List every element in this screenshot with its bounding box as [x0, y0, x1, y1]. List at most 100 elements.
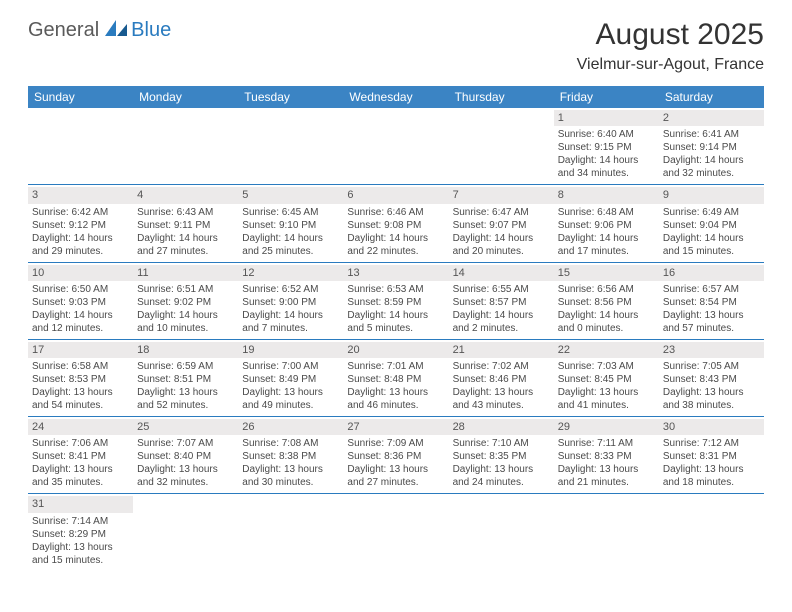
daylight-text: Daylight: 14 hours and 25 minutes. [242, 232, 339, 258]
sunrise-text: Sunrise: 7:00 AM [242, 360, 339, 373]
sunrise-text: Sunrise: 6:48 AM [558, 206, 655, 219]
calendar-cell: 29Sunrise: 7:11 AMSunset: 8:33 PMDayligh… [554, 417, 659, 494]
day-number: 12 [238, 265, 343, 281]
sunset-text: Sunset: 9:04 PM [663, 219, 760, 232]
sunrise-text: Sunrise: 6:55 AM [453, 283, 550, 296]
sunrise-text: Sunrise: 7:09 AM [347, 437, 444, 450]
sunrise-text: Sunrise: 6:56 AM [558, 283, 655, 296]
calendar-cell: 22Sunrise: 7:03 AMSunset: 8:45 PMDayligh… [554, 339, 659, 416]
day-header: Saturday [659, 86, 764, 108]
daylight-text: Daylight: 13 hours and 46 minutes. [347, 386, 444, 412]
sunrise-text: Sunrise: 6:45 AM [242, 206, 339, 219]
sunset-text: Sunset: 8:33 PM [558, 450, 655, 463]
logo: General Blue [28, 18, 171, 43]
day-number: 10 [28, 265, 133, 281]
page-title: August 2025 [577, 18, 764, 52]
day-number: 25 [133, 419, 238, 435]
sunrise-text: Sunrise: 6:47 AM [453, 206, 550, 219]
sunrise-text: Sunrise: 6:51 AM [137, 283, 234, 296]
calendar-cell [238, 108, 343, 185]
daylight-text: Daylight: 13 hours and 43 minutes. [453, 386, 550, 412]
calendar-cell [28, 108, 133, 185]
daylight-text: Daylight: 13 hours and 32 minutes. [137, 463, 234, 489]
sunrise-text: Sunrise: 6:53 AM [347, 283, 444, 296]
daylight-text: Daylight: 13 hours and 49 minutes. [242, 386, 339, 412]
day-number: 29 [554, 419, 659, 435]
day-number: 13 [343, 265, 448, 281]
sunrise-text: Sunrise: 6:49 AM [663, 206, 760, 219]
sunrise-text: Sunrise: 7:07 AM [137, 437, 234, 450]
sunset-text: Sunset: 9:08 PM [347, 219, 444, 232]
sunrise-text: Sunrise: 7:03 AM [558, 360, 655, 373]
day-header: Sunday [28, 86, 133, 108]
calendar-cell: 11Sunrise: 6:51 AMSunset: 9:02 PMDayligh… [133, 262, 238, 339]
daylight-text: Daylight: 13 hours and 30 minutes. [242, 463, 339, 489]
calendar-row: 24Sunrise: 7:06 AMSunset: 8:41 PMDayligh… [28, 417, 764, 494]
sunset-text: Sunset: 9:03 PM [32, 296, 129, 309]
calendar-cell: 7Sunrise: 6:47 AMSunset: 9:07 PMDaylight… [449, 185, 554, 262]
sunrise-text: Sunrise: 7:08 AM [242, 437, 339, 450]
calendar-row: 1Sunrise: 6:40 AMSunset: 9:15 PMDaylight… [28, 108, 764, 185]
daylight-text: Daylight: 14 hours and 7 minutes. [242, 309, 339, 335]
calendar-cell [133, 108, 238, 185]
calendar-cell: 24 Sunrise: 7:06 AMSunset: 8:41 PMDayligh… [28, 417, 133, 494]
calendar-cell [343, 494, 448, 571]
sunrise-text: Sunrise: 6:43 AM [137, 206, 234, 219]
day-number: 15 [554, 265, 659, 281]
calendar-table: Sunday Monday Tuesday Wednesday Thursday… [28, 86, 764, 571]
calendar-cell: 25Sunrise: 7:07 AMSunset: 8:40 PMDayligh… [133, 417, 238, 494]
daylight-text: Daylight: 14 hours and 0 minutes. [558, 309, 655, 335]
day-header: Wednesday [343, 86, 448, 108]
calendar-cell: 31Sunrise: 7:14 AMSunset: 8:29 PMDayligh… [28, 494, 133, 571]
day-number: 28 [449, 419, 554, 435]
calendar-row: 31Sunrise: 7:14 AMSunset: 8:29 PMDayligh… [28, 494, 764, 571]
day-number: 4 [133, 187, 238, 203]
sunset-text: Sunset: 8:51 PM [137, 373, 234, 386]
daylight-text: Daylight: 13 hours and 24 minutes. [453, 463, 550, 489]
sunset-text: Sunset: 8:48 PM [347, 373, 444, 386]
day-number: 3 [28, 187, 133, 203]
calendar-cell: 4Sunrise: 6:43 AMSunset: 9:11 PMDaylight… [133, 185, 238, 262]
day-number: 2 [659, 110, 764, 126]
daylight-text: Daylight: 14 hours and 17 minutes. [558, 232, 655, 258]
calendar-cell: 15Sunrise: 6:56 AMSunset: 8:56 PMDayligh… [554, 262, 659, 339]
calendar-cell: 20Sunrise: 7:01 AMSunset: 8:48 PMDayligh… [343, 339, 448, 416]
calendar-cell [449, 494, 554, 571]
sunrise-text: Sunrise: 7:06 AM [32, 437, 129, 450]
daylight-text: Daylight: 13 hours and 57 minutes. [663, 309, 760, 335]
sunset-text: Sunset: 9:07 PM [453, 219, 550, 232]
calendar-cell: 16Sunrise: 6:57 AMSunset: 8:54 PMDayligh… [659, 262, 764, 339]
day-number: 18 [133, 342, 238, 358]
calendar-cell: 17Sunrise: 6:58 AMSunset: 8:53 PMDayligh… [28, 339, 133, 416]
calendar-cell: 21Sunrise: 7:02 AMSunset: 8:46 PMDayligh… [449, 339, 554, 416]
calendar-cell: 9Sunrise: 6:49 AMSunset: 9:04 PMDaylight… [659, 185, 764, 262]
sunrise-text: Sunrise: 7:05 AM [663, 360, 760, 373]
sunrise-text: Sunrise: 6:57 AM [663, 283, 760, 296]
calendar-cell: 10Sunrise: 6:50 AMSunset: 9:03 PMDayligh… [28, 262, 133, 339]
daylight-text: Daylight: 14 hours and 15 minutes. [663, 232, 760, 258]
sunrise-text: Sunrise: 6:52 AM [242, 283, 339, 296]
calendar-cell: 13 Sunrise: 6:53 AMSunset: 8:59 PMDayligh… [343, 262, 448, 339]
daylight-text: Daylight: 13 hours and 15 minutes. [32, 541, 129, 567]
day-number: 6 [343, 187, 448, 203]
sunset-text: Sunset: 8:41 PM [32, 450, 129, 463]
daylight-text: Daylight: 13 hours and 35 minutes. [32, 463, 129, 489]
logo-text-blue: Blue [131, 19, 171, 42]
calendar-cell: 18Sunrise: 6:59 AMSunset: 8:51 PMDayligh… [133, 339, 238, 416]
sunset-text: Sunset: 8:45 PM [558, 373, 655, 386]
calendar-cell [554, 494, 659, 571]
sunset-text: Sunset: 9:11 PM [137, 219, 234, 232]
sunset-text: Sunset: 8:59 PM [347, 296, 444, 309]
daylight-text: Daylight: 14 hours and 2 minutes. [453, 309, 550, 335]
calendar-row: 17Sunrise: 6:58 AMSunset: 8:53 PMDayligh… [28, 339, 764, 416]
day-number: 31 [28, 496, 133, 512]
calendar-cell: 2Sunrise: 6:41 AMSunset: 9:14 PMDaylight… [659, 108, 764, 185]
sunset-text: Sunset: 9:06 PM [558, 219, 655, 232]
calendar-cell: 19Sunrise: 7:00 AMSunset: 8:49 PMDayligh… [238, 339, 343, 416]
daylight-text: Daylight: 13 hours and 27 minutes. [347, 463, 444, 489]
calendar-cell: 3Sunrise: 6:42 AMSunset: 9:12 PMDaylight… [28, 185, 133, 262]
daylight-text: Daylight: 14 hours and 5 minutes. [347, 309, 444, 335]
daylight-text: Daylight: 13 hours and 38 minutes. [663, 386, 760, 412]
calendar-row: 10Sunrise: 6:50 AMSunset: 9:03 PMDayligh… [28, 262, 764, 339]
day-number: 24 [28, 419, 133, 435]
